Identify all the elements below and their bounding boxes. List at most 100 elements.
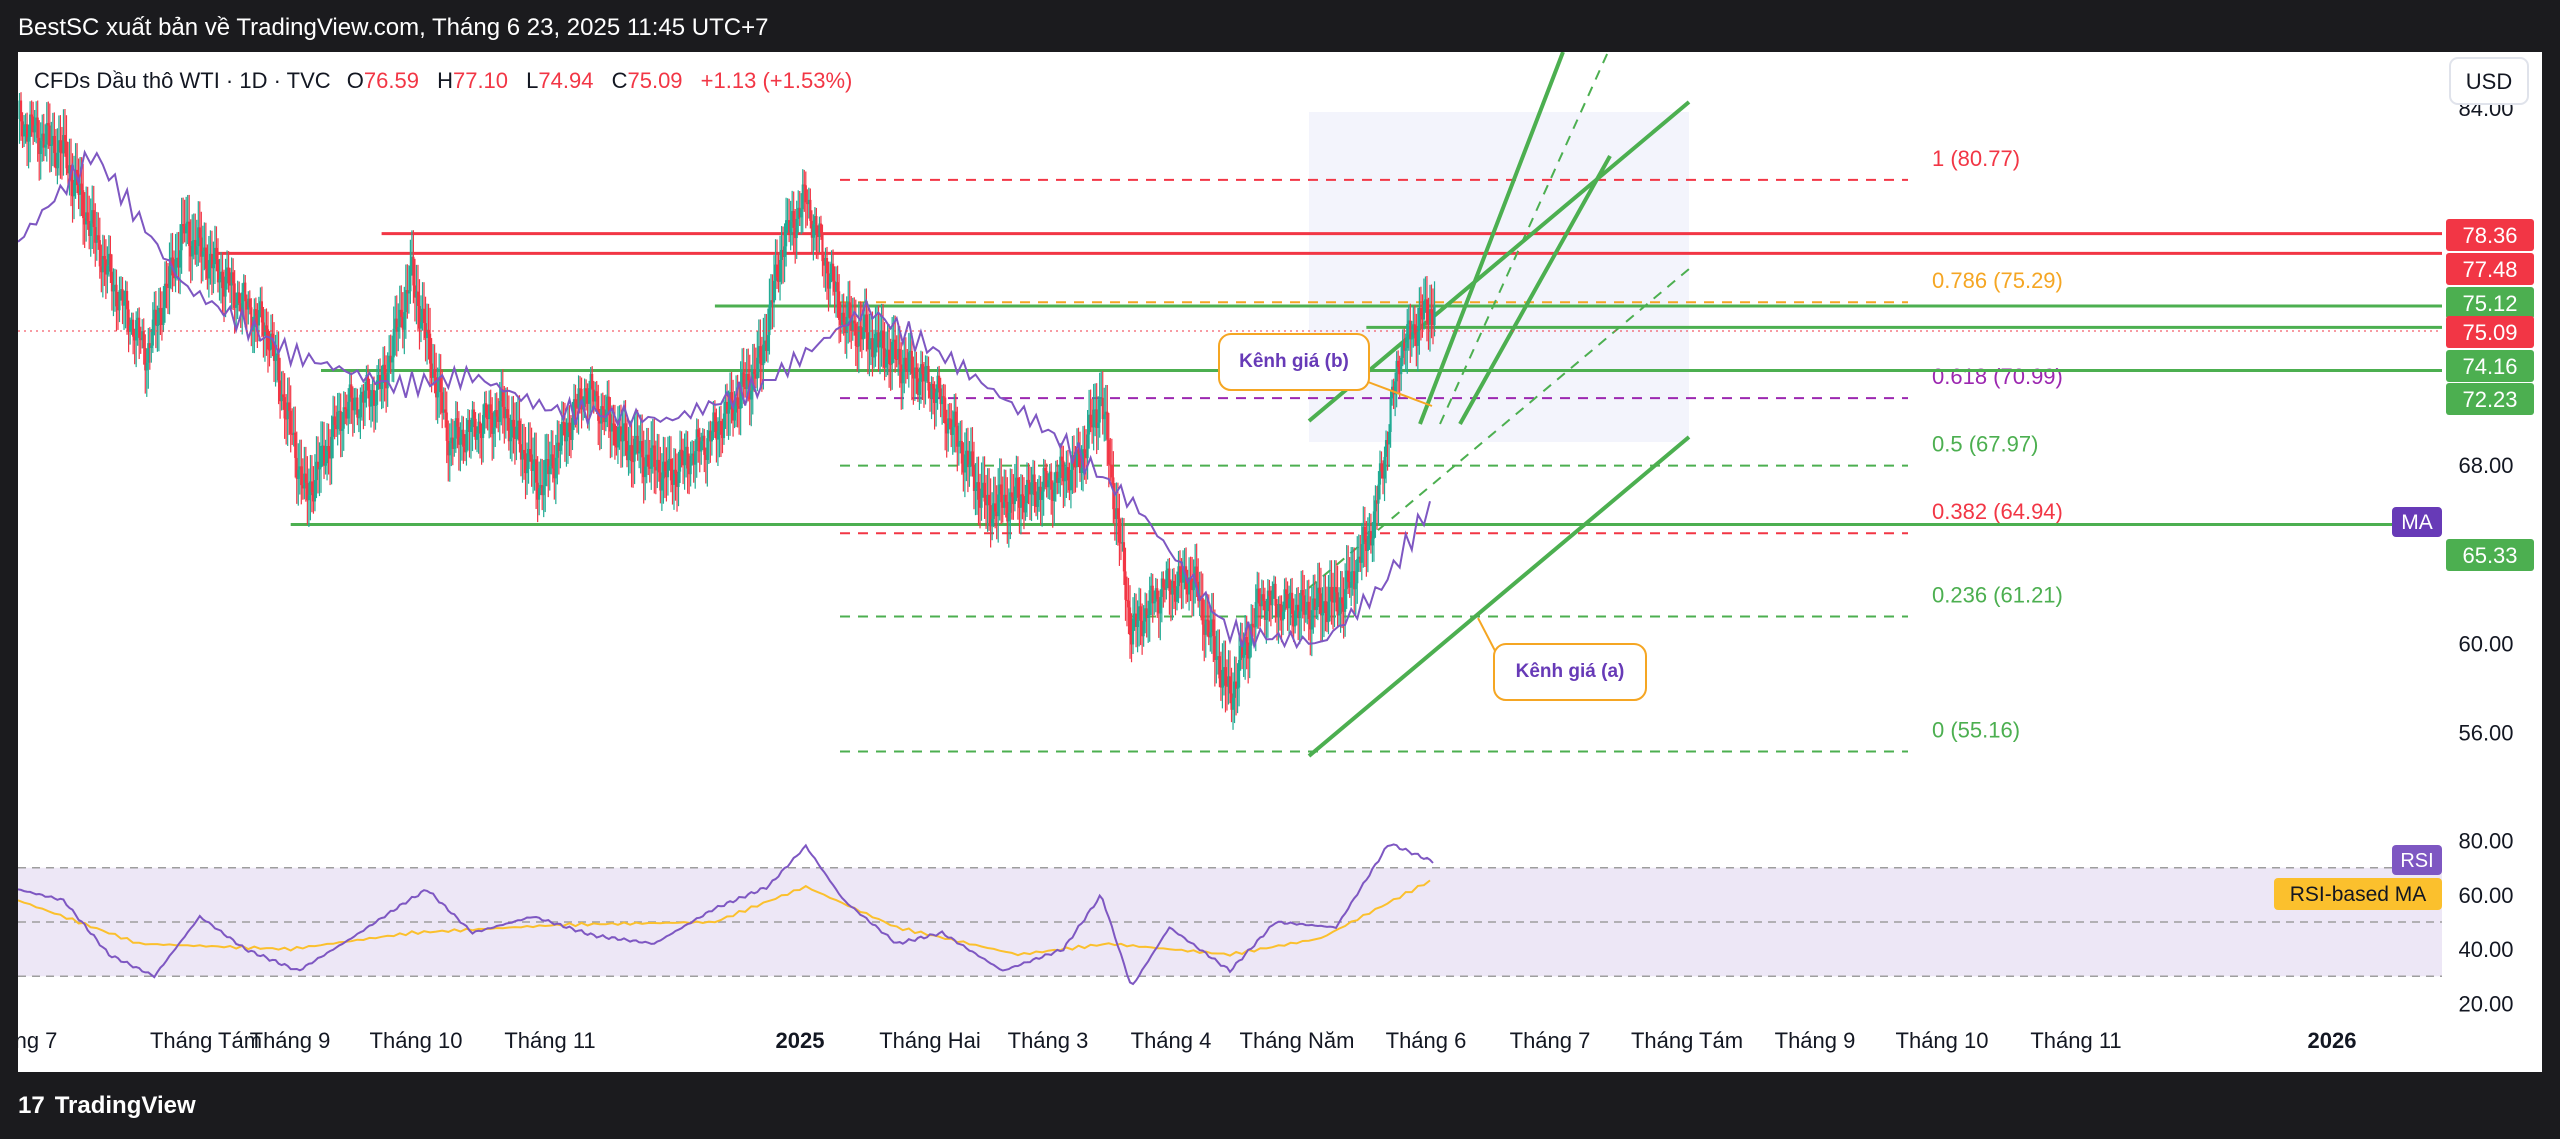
candle-body bbox=[945, 423, 948, 434]
candle-body bbox=[1244, 637, 1247, 656]
candle-body bbox=[607, 396, 610, 415]
candle-body bbox=[689, 455, 692, 475]
candle-body bbox=[195, 246, 198, 255]
candle-body bbox=[550, 454, 553, 467]
candle-body bbox=[1406, 324, 1409, 349]
candle-body bbox=[397, 327, 400, 332]
candle-body bbox=[803, 184, 806, 186]
candle-body bbox=[348, 384, 351, 402]
candle-body bbox=[628, 445, 632, 451]
callout-b-box[interactable] bbox=[1218, 333, 1370, 391]
candle-body bbox=[989, 505, 992, 527]
candle-body bbox=[613, 424, 617, 446]
candle-body bbox=[838, 291, 841, 320]
candle-body bbox=[475, 433, 479, 440]
candle-body bbox=[1380, 463, 1383, 472]
candle-body bbox=[395, 318, 398, 332]
rsi-tag-box bbox=[2392, 845, 2442, 875]
candle-body bbox=[1019, 494, 1023, 508]
candle-body bbox=[1422, 300, 1426, 320]
candle-body bbox=[1327, 601, 1330, 623]
channel-a-lower[interactable] bbox=[1307, 435, 1691, 758]
candle-body bbox=[654, 466, 657, 471]
fib-label-3: 0.5 (67.97) bbox=[1932, 432, 2038, 457]
candle-body bbox=[403, 312, 406, 330]
candle-body bbox=[804, 185, 807, 203]
candle-body bbox=[892, 339, 895, 342]
legend[interactable]: CFDs Dầu thô WTI · 1D · TVC O76.59 H77.1… bbox=[34, 68, 852, 93]
candle-body bbox=[1078, 453, 1082, 474]
candle-body bbox=[507, 417, 510, 442]
candle-body bbox=[413, 285, 417, 298]
candle-body bbox=[106, 265, 109, 275]
candle-body bbox=[659, 472, 662, 491]
candle-body bbox=[148, 343, 151, 348]
candle-body bbox=[1351, 571, 1354, 573]
rsi-axis[interactable]: 80.00 60.00 40.00 20.00 bbox=[2458, 829, 2513, 1017]
candle-body bbox=[1344, 589, 1347, 612]
candle-body bbox=[1300, 590, 1303, 612]
candle-body bbox=[125, 291, 129, 310]
candle-body bbox=[513, 426, 517, 440]
candle-body bbox=[1054, 471, 1057, 483]
candle-body bbox=[1139, 606, 1142, 621]
candle-body bbox=[224, 276, 227, 297]
candle-body bbox=[1191, 578, 1194, 591]
candle-body bbox=[1245, 637, 1248, 643]
candle-body bbox=[294, 432, 297, 458]
candle-body bbox=[934, 392, 938, 403]
candle-body bbox=[566, 422, 570, 438]
candle-body bbox=[1051, 489, 1054, 501]
candle-body bbox=[754, 374, 757, 379]
candle-body bbox=[1147, 615, 1150, 619]
tradingview-logo[interactable]: 17 TradingView bbox=[18, 1092, 196, 1120]
currency-badge[interactable]: USD bbox=[2449, 57, 2529, 105]
candle-body bbox=[477, 421, 480, 434]
chart-svg[interactable]: 1 (80.77) 0.786 (75.29) 0.618 (70.99) 0.5 (… bbox=[15, 51, 2542, 1072]
candle-body bbox=[972, 466, 976, 491]
candle-body bbox=[425, 329, 429, 339]
candle-body bbox=[241, 292, 244, 312]
candle-body bbox=[709, 430, 712, 442]
candle-body bbox=[180, 224, 183, 251]
candle-body bbox=[813, 216, 816, 225]
candle-body bbox=[1068, 480, 1071, 491]
trend-channels[interactable] bbox=[1307, 51, 1691, 758]
candle-body bbox=[469, 427, 473, 432]
candle-body bbox=[1403, 342, 1406, 351]
channel-a-upper[interactable] bbox=[1307, 100, 1691, 423]
candle-body bbox=[691, 453, 694, 456]
candle-body bbox=[715, 421, 718, 440]
candle-body bbox=[1154, 588, 1157, 602]
candle-body bbox=[1256, 588, 1259, 602]
candle-body bbox=[765, 340, 768, 352]
footer-bar bbox=[0, 1072, 2560, 1139]
candle-body bbox=[662, 461, 665, 479]
chart-frame[interactable]: 1 (80.77) 0.786 (75.29) 0.618 (70.99) 0.5 (… bbox=[15, 51, 2542, 1072]
candle-body bbox=[1278, 603, 1282, 605]
candle-body bbox=[560, 422, 563, 446]
candle-body bbox=[542, 485, 545, 496]
channel-b-mid[interactable] bbox=[1439, 51, 1609, 425]
price-tick-3: 60.00 bbox=[2458, 631, 2513, 656]
candle-body bbox=[244, 282, 247, 302]
candle-body bbox=[653, 445, 656, 467]
candle-body bbox=[1118, 519, 1121, 543]
candle-body bbox=[160, 312, 164, 325]
candle-body bbox=[268, 349, 271, 351]
candle-body bbox=[615, 445, 618, 448]
candle-body bbox=[762, 344, 765, 366]
callout-a-box[interactable] bbox=[1493, 643, 1647, 701]
channel-b-lower[interactable] bbox=[1458, 155, 1612, 425]
candle-body bbox=[739, 384, 742, 409]
candle-body bbox=[285, 418, 288, 420]
candle-body bbox=[1224, 667, 1227, 686]
candle-body bbox=[1322, 601, 1326, 613]
candle-body bbox=[642, 457, 645, 478]
channel-b-upper[interactable] bbox=[1418, 51, 1565, 425]
candle-body bbox=[418, 305, 421, 329]
candle-body bbox=[931, 383, 935, 389]
candle-body bbox=[983, 482, 986, 502]
